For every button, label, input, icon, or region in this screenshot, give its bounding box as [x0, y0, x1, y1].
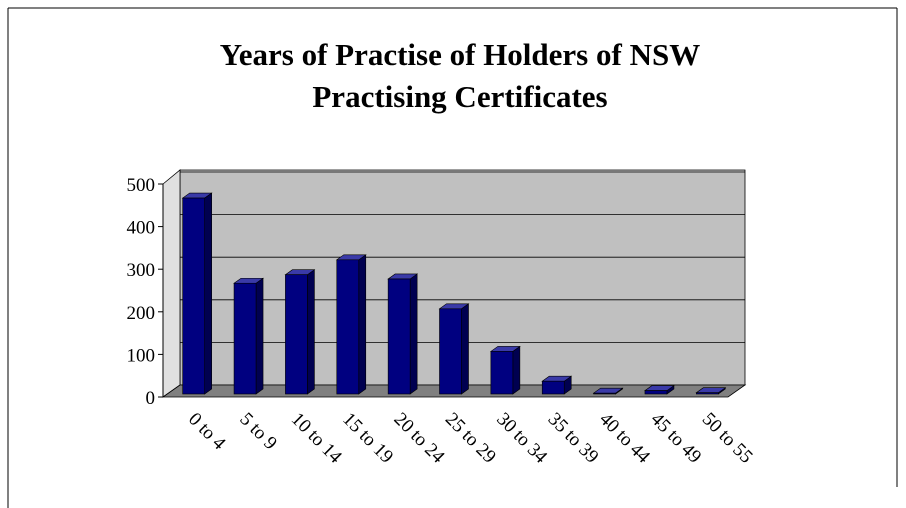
bar-side	[255, 277, 264, 395]
x-tick-label: 25 to 29	[441, 409, 500, 468]
bar	[439, 308, 462, 395]
x-tick-label: 0 to 4	[184, 409, 230, 455]
bar	[336, 259, 360, 395]
bar-side	[307, 269, 315, 395]
y-tick-label: 100	[127, 345, 156, 366]
bar	[182, 197, 205, 395]
x-tick-label: 35 to 39	[544, 409, 603, 468]
bar	[644, 390, 668, 395]
y-tick-label: 300	[127, 260, 156, 281]
bar-side	[204, 192, 212, 395]
y-tick-label: 200	[127, 303, 156, 324]
bar	[696, 392, 719, 395]
bar	[593, 392, 616, 395]
bar	[285, 274, 308, 395]
x-tick-label: 45 to 49	[646, 409, 705, 468]
bar-side	[409, 273, 418, 395]
bar-side	[358, 254, 367, 395]
x-tick-label: 10 to 14	[287, 409, 346, 468]
x-tick-label: 50 to 55	[698, 409, 757, 468]
x-tick-label: 5 to 9	[236, 409, 281, 454]
x-tick-label: 20 to 24	[390, 409, 449, 468]
bar-side	[461, 303, 469, 395]
y-tick-label: 500	[127, 175, 156, 196]
x-tick-label: 15 to 19	[338, 409, 397, 468]
side-wall	[162, 169, 181, 398]
bar	[387, 278, 411, 395]
chart-title: Years of Practise of Holders of NSW Prac…	[219, 37, 701, 114]
y-tick-label: 400	[127, 218, 156, 239]
bar	[490, 351, 514, 395]
bar-side	[512, 345, 521, 395]
bar	[233, 282, 257, 395]
y-tick-label: 0	[146, 388, 156, 409]
bar	[541, 380, 565, 395]
x-tick-label: 40 to 44	[595, 409, 654, 468]
x-tick-label: 30 to 34	[492, 409, 551, 468]
